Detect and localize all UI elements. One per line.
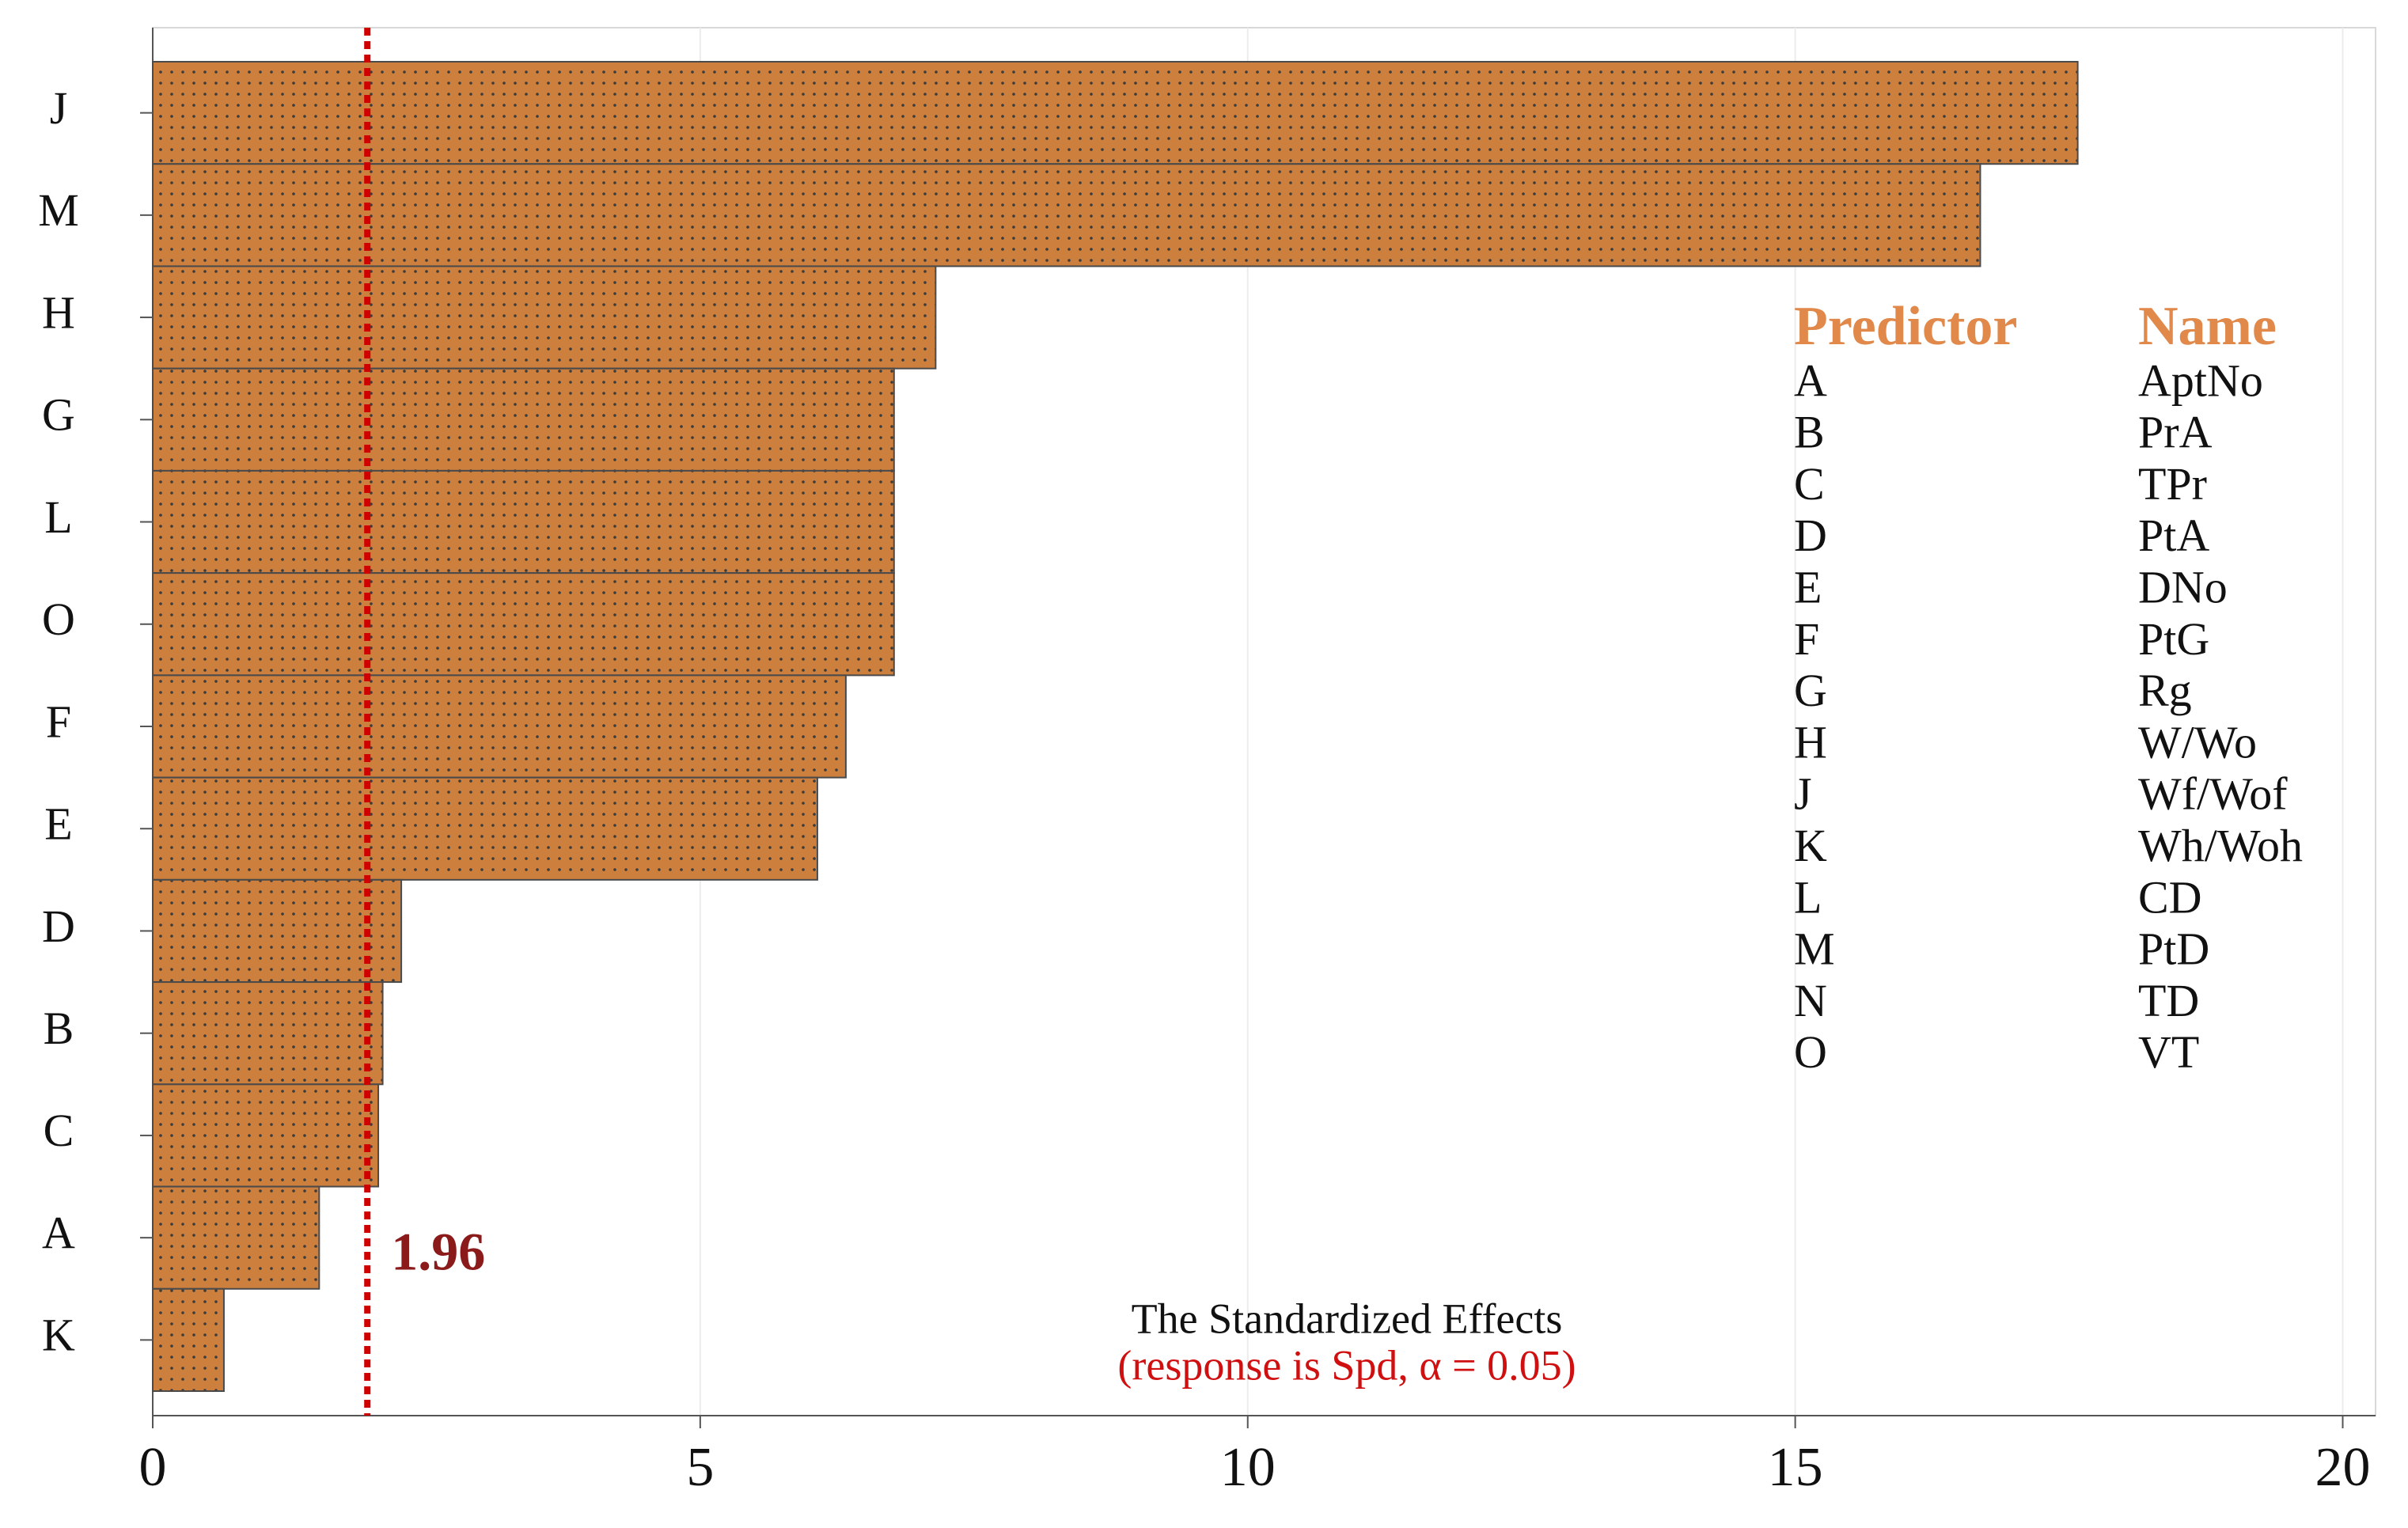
legend-cell: Wf/Wof [2138,768,2288,820]
legend-cell: PrA [2138,407,2213,458]
legend-cell: TPr [2138,458,2207,510]
x-tick-label: 20 [2315,1437,2370,1498]
legend-cell: C [1794,458,1825,510]
legend-cell: O [1794,1026,1827,1078]
y-tick-label: K [42,1310,75,1361]
y-tick-label: B [44,1003,74,1054]
y-tick-label: L [44,491,72,543]
x-tick-label: 0 [139,1437,167,1498]
legend-cell: F [1794,613,1819,665]
x-tick-label: 10 [1220,1437,1276,1498]
legend-cell: K [1794,820,1827,871]
bar-pattern [152,981,384,1086]
y-tick-label: D [42,900,75,952]
legend-cell: G [1794,665,1827,716]
y-tick-label: F [46,696,71,747]
bar-pattern [152,469,895,574]
y-tick-label: H [42,286,75,338]
legend-cell: PtG [2138,613,2209,665]
legend-cell: PtD [2138,923,2209,975]
legend-cell: CD [2138,871,2202,923]
reference-label: 1.96 [391,1222,485,1282]
y-tick-label: O [42,593,75,645]
bar-pattern [152,776,818,881]
legend-cell: H [1794,716,1827,768]
legend-cell: E [1794,562,1822,613]
bar-pattern [152,367,895,472]
bar-pattern [152,265,937,370]
legend-cell: TD [2138,975,2199,1026]
legend-cell: N [1794,975,1827,1026]
annotation: (response is Spd, α = 0.05) [1117,1341,1576,1389]
legend-cell: A [1794,355,1827,406]
y-tick-label: J [50,82,68,134]
bar-pattern [152,572,895,677]
bar-pattern [152,163,1981,267]
y-tick-label: C [44,1105,74,1156]
y-tick-label: M [38,184,79,236]
legend-header: Name [2138,296,2277,357]
legend-cell: M [1794,923,1835,975]
bar-pattern [152,61,2079,165]
bar-pattern [152,1185,320,1290]
legend-cell: L [1794,871,1822,923]
legend-cell: AptNo [2138,355,2263,406]
legend-cell: J [1794,768,1812,820]
legend-cell: B [1794,407,1825,458]
legend-cell: D [1794,510,1827,561]
bar-pattern [152,674,847,779]
annotation: The Standardized Effects [1132,1295,1563,1342]
legend-header: Predictor [1794,296,2017,357]
bar-pattern [152,1287,225,1393]
legend-cell: VT [2138,1026,2199,1078]
bar-pattern [152,878,403,984]
legend-cell: DNo [2138,562,2228,613]
y-tick-label: A [42,1207,75,1258]
legend-cell: Rg [2138,665,2192,716]
legend-cell: PtA [2138,510,2209,561]
x-tick-label: 5 [686,1437,714,1498]
x-tick-label: 15 [1768,1437,1823,1498]
y-tick-label: E [44,798,72,850]
bar-pattern [152,1083,380,1188]
legend-cell: Wh/Woh [2138,820,2303,871]
legend-cell: W/Wo [2138,716,2257,768]
y-tick-label: G [42,389,75,441]
